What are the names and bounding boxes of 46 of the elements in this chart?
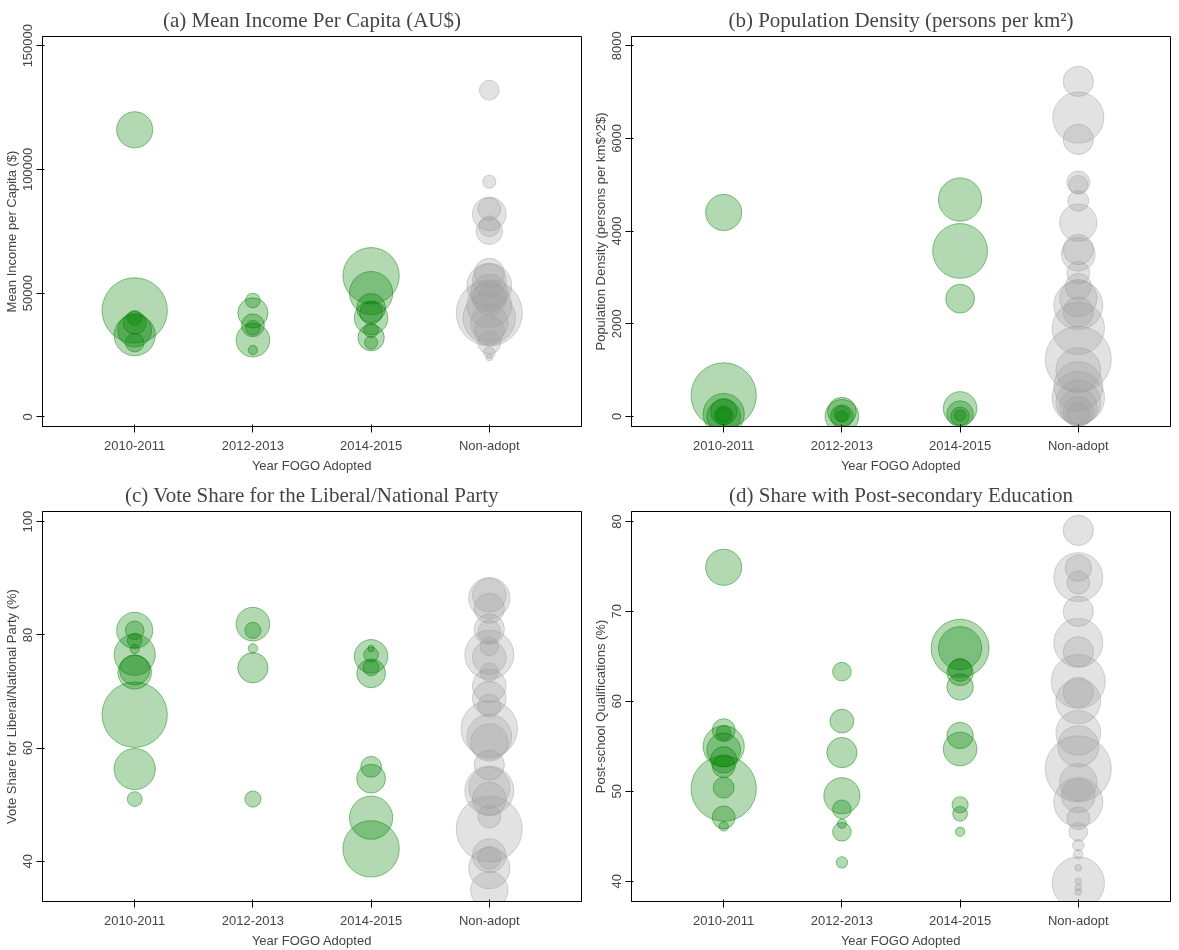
x-tick-label: Non-adopt — [1047, 912, 1110, 928]
x-tick-label: 2010-2011 — [693, 912, 755, 928]
y-tick-label: 50000 — [20, 275, 36, 312]
y-tick-label: 70 — [609, 604, 625, 619]
x-tick-label: 2014-2015 — [929, 912, 992, 928]
y-tick-label: 40 — [20, 854, 36, 869]
x-tick-label: 2014-2015 — [340, 437, 403, 453]
x-tick-label: 2012-2013 — [810, 912, 873, 928]
x-tick-label: Non-adopt — [458, 437, 521, 453]
chart-title: (d) Share with Post-secondary Education — [728, 482, 1074, 507]
y-tick-label: 100 — [20, 510, 36, 533]
x-tick-label: 2010-2011 — [104, 912, 166, 928]
y-tick-label: 8000 — [609, 31, 625, 61]
y-tick-label: 100000 — [20, 147, 36, 192]
x-tick-label: 2014-2015 — [340, 912, 403, 928]
chart-title: (c) Vote Share for the Liberal/National Party — [125, 482, 500, 507]
x-tick-label: 2010-2011 — [693, 437, 755, 453]
chart-title: (b) Population Density (persons per km²) — [728, 7, 1074, 32]
x-tick-label: 2012-2013 — [221, 912, 284, 928]
y-tick-label: 2000 — [609, 309, 625, 339]
y-tick-label: 0 — [609, 412, 625, 420]
y-tick-label: 40 — [609, 874, 625, 889]
x-tick-label: 2010-2011 — [104, 437, 166, 453]
x-tick-label: 2012-2013 — [810, 437, 873, 453]
x-axis-title: Year FOGO Adopted — [251, 457, 372, 473]
y-tick-label: 150000 — [20, 23, 36, 68]
x-axis-title: Year FOGO Adopted — [251, 932, 372, 948]
y-tick-label: 4000 — [609, 216, 625, 246]
y-tick-label: 6000 — [609, 123, 625, 153]
x-axis-title: Year FOGO Adopted — [840, 457, 961, 473]
y-tick-label: 60 — [20, 740, 36, 756]
y-axis-title: Mean Income per Capita ($) — [3, 150, 19, 313]
y-axis-title: Post-school Qualifications (%) — [592, 619, 608, 794]
y-tick-label: 60 — [609, 694, 625, 709]
y-axis-title: Vote Share for Liberal/National Party (%) — [3, 589, 19, 824]
x-tick-label: Non-adopt — [458, 912, 521, 928]
chart-title: (a) Mean Income Per Capita (AU$) — [163, 7, 461, 32]
y-tick-label: 50 — [609, 784, 625, 799]
x-tick-label: 2014-2015 — [929, 437, 992, 453]
y-tick-label: 0 — [20, 413, 36, 421]
x-axis-title: Year FOGO Adopted — [840, 932, 961, 948]
x-tick-label: Non-adopt — [1047, 437, 1110, 453]
y-tick-label: 80 — [20, 627, 36, 643]
y-axis-title: Population Density (persons per km$^2$) — [592, 112, 608, 351]
x-tick-label: 2012-2013 — [221, 437, 284, 453]
y-tick-label: 80 — [609, 514, 625, 529]
